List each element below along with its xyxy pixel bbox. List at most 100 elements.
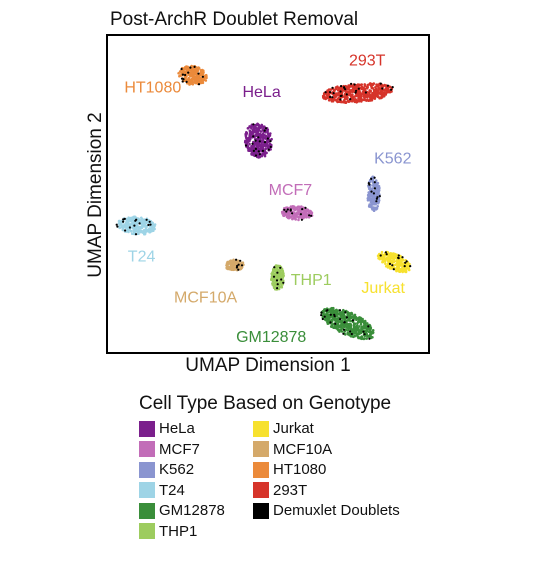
point [381,95,384,98]
point [140,225,144,228]
point [323,96,326,100]
point [205,74,208,78]
doublet-point [257,136,260,139]
point [241,261,245,265]
point [191,80,194,84]
doublet-point [375,200,378,203]
legend-item-mcf7: MCF7 [139,440,200,459]
doublet-point [182,78,185,81]
point [147,229,150,233]
doublet-point [145,218,148,221]
doublet-point [237,268,240,271]
point [136,225,139,229]
point [388,260,391,263]
point [333,310,337,314]
point [280,268,284,271]
doublet-point [189,66,192,69]
point [195,70,199,73]
point [254,130,258,134]
point [119,220,122,223]
point [360,327,363,330]
point [377,254,380,257]
point [323,313,327,316]
doublet-point [334,322,337,325]
legend-swatch [139,441,155,457]
point [249,136,252,139]
point [202,78,206,81]
point [388,256,392,260]
point [268,142,272,146]
point [257,129,261,132]
legend-label: K562 [159,461,195,478]
point [395,262,399,266]
point [282,214,285,217]
point [377,197,381,201]
point [297,218,300,222]
point [371,179,375,183]
legend-label: MCF10A [273,440,333,458]
point [260,143,264,147]
legend-swatch [139,461,155,478]
cluster-gm12878 [320,306,375,341]
point [363,83,367,86]
point [351,89,355,93]
point [275,267,279,271]
point [385,87,388,90]
doublet-point [269,145,272,148]
point [333,326,337,330]
doublet-point [181,73,184,76]
doublet-point [384,251,387,254]
point [371,83,375,87]
point [394,267,398,271]
cluster-label-mcf7: MCF7 [269,182,313,199]
doublet-point [350,82,353,85]
point [193,78,197,82]
point [358,94,362,98]
legend-swatch [139,482,155,498]
legend-item-thp1: THP1 [139,522,197,541]
doublet-point [342,332,345,335]
point [279,274,283,277]
point [256,123,260,126]
doublet-point [373,187,376,190]
point [399,257,402,261]
point [200,73,203,77]
point [374,86,377,89]
doublet-point [251,142,254,145]
point [327,99,331,102]
point [367,94,371,97]
point [263,149,267,153]
point [373,207,377,211]
doublet-point [405,260,408,263]
point [118,226,122,230]
point [253,144,256,147]
cluster-label-k562: K562 [374,150,411,167]
point [201,81,205,85]
point [298,212,301,216]
point [266,130,269,133]
doublet-point [362,330,365,333]
point [387,252,390,255]
point [359,329,362,332]
point [339,328,343,332]
doublet-point [258,140,261,143]
doublet-point [257,150,260,153]
point [138,219,142,222]
doublet-point [291,212,294,215]
point [338,312,342,316]
doublet-point [323,315,326,318]
point [362,325,366,328]
point [390,90,393,93]
point [129,219,133,223]
point [358,325,361,328]
doublet-point [148,220,151,223]
point [295,211,299,214]
point [264,137,267,140]
point [323,308,326,311]
doublet-point [276,287,279,290]
point [281,212,284,215]
point [331,308,335,311]
point [186,65,189,69]
point [392,252,395,255]
point [269,132,272,135]
